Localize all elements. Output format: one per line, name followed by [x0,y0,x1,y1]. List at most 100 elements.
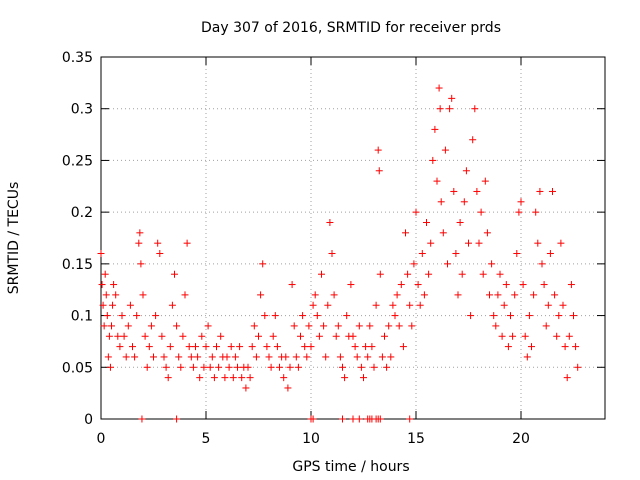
data-point [549,187,556,195]
data-point [288,281,296,289]
data-point [498,332,506,340]
data-point [353,353,361,361]
data-point [341,374,349,382]
data-point [273,343,281,351]
data-point [450,187,458,195]
data-point [488,260,496,268]
data-point [362,343,370,351]
data-point [259,260,267,268]
data-point [462,167,470,175]
data-point [477,208,485,216]
data-point [567,281,575,289]
y-tick-label: 0.35 [62,50,93,66]
data-point [110,281,118,289]
data-point [572,343,580,351]
data-point [305,322,313,330]
data-point [231,353,239,361]
data-point [559,301,567,309]
data-point [311,291,319,299]
data-point [370,363,378,371]
data-point [408,322,416,330]
data-point [521,332,529,340]
data-point [145,343,153,351]
data-point [271,312,279,320]
data-point [515,208,523,216]
data-point [292,353,300,361]
x-tick-label: 15 [407,431,425,447]
data-point [297,332,304,340]
data-point [536,187,544,195]
data-point [490,312,498,320]
data-point [242,384,250,392]
data-point [523,353,531,361]
data-point [525,312,533,320]
data-point [332,332,340,340]
data-point [221,374,229,382]
data-point [303,353,311,361]
data-point [435,84,443,92]
data-point [355,322,363,330]
data-point [175,353,183,361]
data-point [106,363,114,371]
data-point [114,332,122,340]
data-point [108,322,115,330]
data-point [412,208,420,216]
data-point [168,301,176,309]
data-point [263,343,271,351]
data-point [448,94,456,102]
data-point [383,363,391,371]
data-point [158,332,166,340]
data-point [200,363,208,371]
data-point [181,291,189,299]
data-point [500,301,508,309]
data-point [563,374,571,382]
data-point [252,353,260,361]
plot-frame [100,56,606,420]
data-point [194,353,202,361]
data-point [540,281,548,289]
data-point [360,374,367,382]
data-point [257,291,265,299]
data-point [173,322,181,330]
data-point [420,291,428,299]
data-point [330,291,338,299]
data-point [328,250,336,258]
data-point [553,332,561,340]
data-point [131,353,139,361]
data-point [250,322,258,330]
data-point [444,260,451,268]
data-point [286,363,294,371]
x-tick-label: 0 [97,431,106,447]
data-point [267,363,275,371]
y-tick-label: 0.3 [71,102,93,118]
data-point [100,322,108,330]
grid [101,57,605,419]
data-point [389,301,397,309]
data-point [511,291,519,299]
data-point [494,291,502,299]
data-point [215,363,223,371]
data-point [538,260,546,268]
data-point [431,125,439,133]
data-point [454,291,462,299]
y-tick-label: 0 [84,412,93,428]
data-point [374,146,382,154]
data-point [138,415,146,423]
data-point [381,332,388,340]
x-tick-label: 5 [202,431,211,447]
x-axis-label: GPS time / hours [292,459,409,475]
data-point [204,322,212,330]
data-point [532,208,540,216]
data-point [544,301,552,309]
data-point [357,363,365,371]
data-point [269,332,277,340]
data-point [217,332,225,340]
data-point [347,281,355,289]
data-point [189,363,197,371]
data-point [202,343,210,351]
data-point [236,343,244,351]
data-point [244,363,252,371]
data-point [227,343,235,351]
data-point [99,301,107,309]
data-point [307,343,315,351]
